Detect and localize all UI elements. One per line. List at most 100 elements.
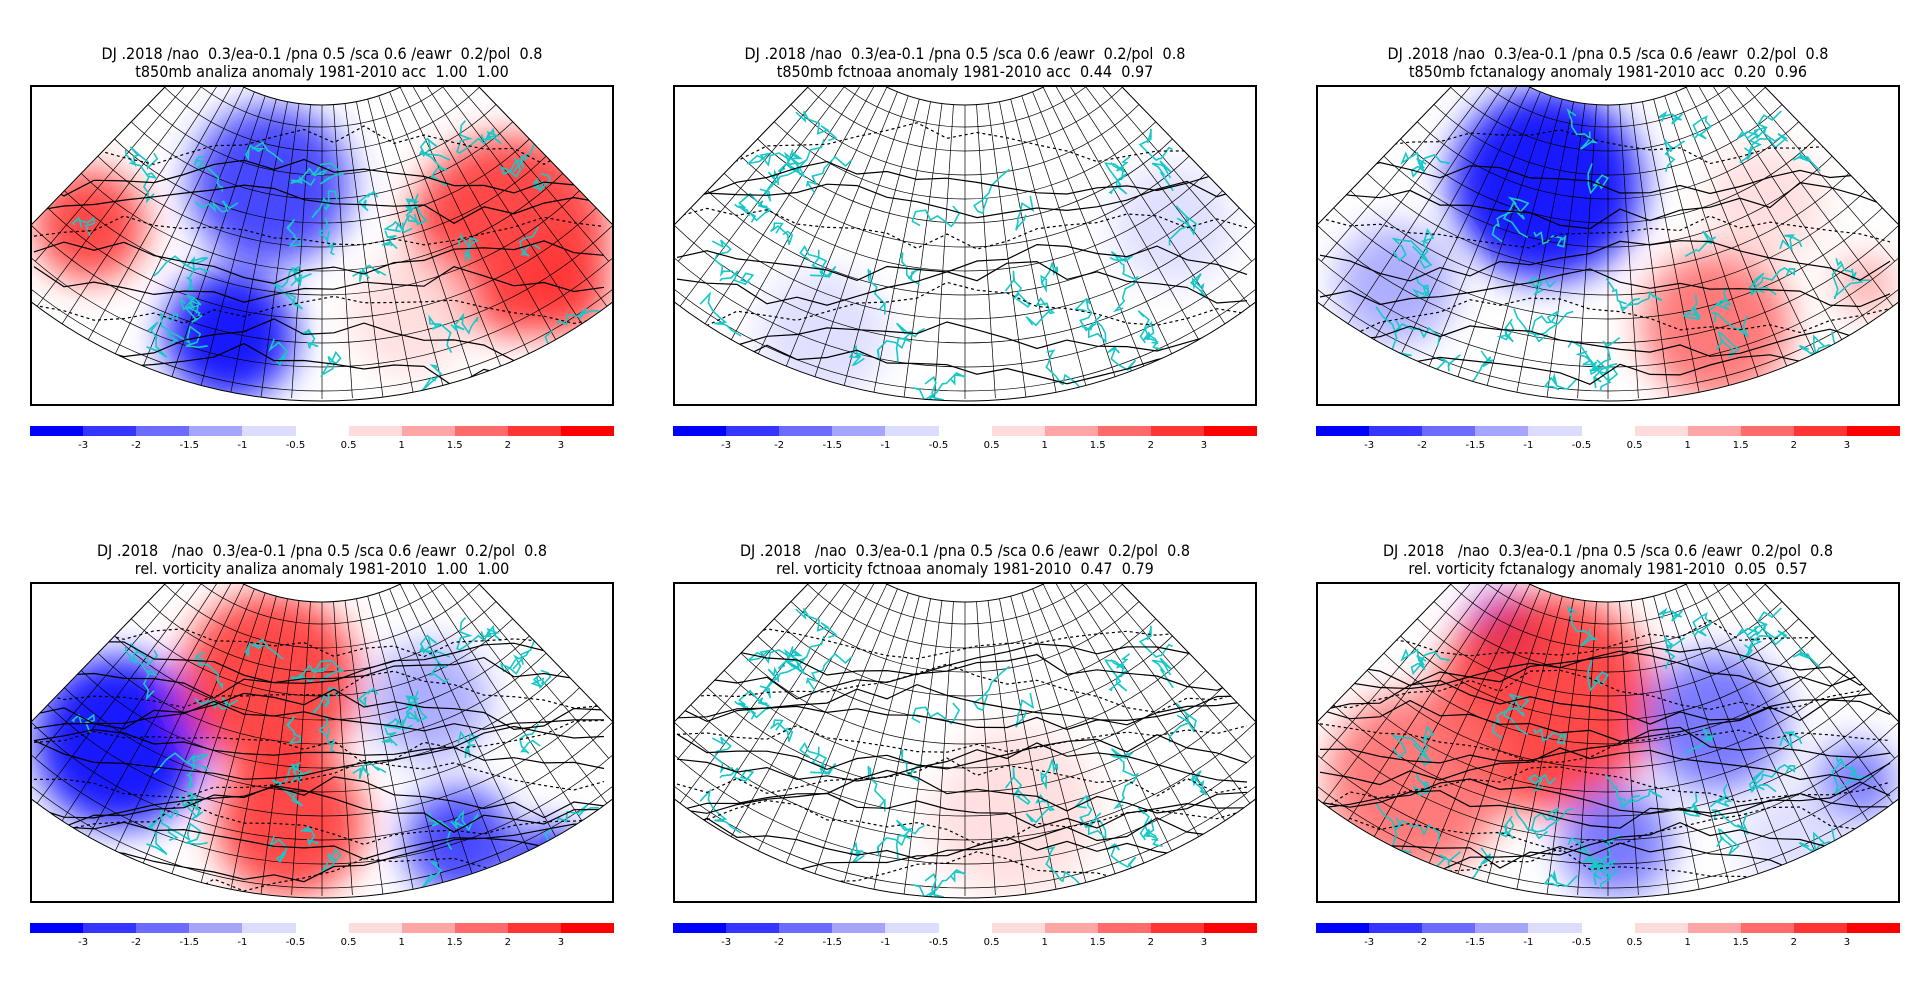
parallel-line: [824, 87, 1106, 128]
coastline: [1528, 276, 1557, 296]
coastline: [160, 312, 179, 345]
colorbar-tick-label: -3: [1364, 937, 1375, 948]
colorbar-swatch: [242, 426, 296, 436]
colorbar-tick-label: -3: [721, 440, 732, 451]
meridian-line: [785, 588, 898, 864]
coastline: [1416, 153, 1451, 173]
meridian-line: [344, 600, 384, 895]
contour-line: [1319, 699, 1891, 742]
coastline: [290, 167, 325, 186]
panel-title-line2: t850mb analiza anomaly 1981-2010 acc 1.0…: [135, 62, 509, 81]
meridian-line: [367, 596, 444, 883]
coastline: [1835, 755, 1862, 779]
meridian-line: [1619, 601, 1639, 896]
contour-line: [676, 122, 1248, 163]
colorbar-swatch: [1422, 923, 1476, 933]
colorbar-swatch: [832, 923, 886, 933]
contour-line: [33, 184, 605, 224]
anomaly-map: [673, 85, 1257, 406]
colorbar-tick-label: -0.5: [285, 440, 306, 451]
meridian-line: [903, 103, 943, 398]
coastline: [311, 687, 338, 716]
map-outline: [1318, 584, 1898, 899]
parallel-line: [1467, 584, 1749, 625]
contour-line: [33, 158, 605, 197]
meridian-line: [976, 104, 996, 399]
colorbar-tick-label: -0.5: [928, 937, 949, 948]
colorbar-swatch: [779, 923, 833, 933]
colorbar-tick-label: -2: [131, 440, 142, 451]
contour-line: [33, 295, 605, 325]
anomaly-shade: [190, 105, 350, 265]
map-panel: DJ .2018 /nao 0.3/ea-0.1 /pna 0.5 /sca 0…: [22, 45, 622, 460]
meridian-line: [1630, 103, 1670, 398]
meridian-line: [1577, 104, 1597, 399]
meridian-line: [1428, 91, 1541, 367]
colorbar-swatch: [242, 923, 296, 933]
meridian-line: [36, 584, 215, 804]
parallel-line: [64, 687, 580, 793]
panel-title-line1: DJ .2018 /nao 0.3/ea-0.1 /pna 0.5 /sca 0…: [744, 44, 1186, 63]
coastline: [1605, 278, 1629, 312]
coastline: [788, 138, 825, 165]
colorbar-tick-label: 1: [398, 937, 405, 948]
coastline: [1151, 160, 1174, 192]
coastline: [480, 127, 502, 145]
coastline: [770, 222, 794, 245]
colorbar-swatch: [1475, 923, 1529, 933]
contour-line: [33, 215, 605, 246]
coastline: [899, 252, 922, 286]
parallel-line: [164, 584, 480, 649]
colorbar-swatch: [991, 426, 1046, 436]
meridian-line: [843, 596, 920, 883]
coastline: [1139, 321, 1159, 344]
coastline: [1543, 372, 1578, 391]
colorbar-swatch: [1687, 426, 1742, 436]
colorbar-swatch: [673, 923, 727, 933]
coastline: [1716, 330, 1740, 358]
contour-line: [1319, 766, 1891, 812]
coastline: [1045, 846, 1080, 885]
coastline: [1168, 205, 1197, 246]
coastline: [1015, 692, 1034, 728]
meridian-line: [1062, 584, 1226, 821]
colorbar-swatch: [1097, 426, 1152, 436]
coastline: [805, 155, 853, 194]
meridian-line: [410, 87, 557, 340]
coastline: [1137, 310, 1163, 350]
colorbar-swatch: [189, 923, 243, 933]
coastline: [1159, 598, 1183, 628]
coastline: [1531, 807, 1560, 840]
coastline: [124, 643, 159, 667]
meridian-line: [171, 592, 266, 874]
coastline: [1664, 139, 1686, 173]
coastline: [1543, 869, 1578, 888]
contour-line: [33, 759, 605, 799]
coastline: [1189, 770, 1208, 796]
coastline: [795, 608, 838, 639]
coastline: [419, 137, 450, 187]
colorbar-tick-label: -1.5: [1465, 440, 1486, 451]
contour-line: [1319, 322, 1891, 357]
coastline: [311, 190, 338, 219]
colorbar-swatch: [1422, 426, 1476, 436]
meridian-line: [678, 584, 849, 759]
coastline: [300, 328, 319, 349]
meridian-line: [260, 103, 300, 398]
coastline: [419, 364, 443, 394]
coastline: [300, 825, 319, 846]
contour-line: [676, 642, 1248, 676]
coastline: [1691, 612, 1713, 637]
parallel-line: [675, 721, 1255, 841]
colorbar-tick-label: -0.5: [1571, 440, 1592, 451]
colorbar-tick-label: 1: [1684, 937, 1691, 948]
coastline: [1682, 791, 1702, 817]
colorbar-tick-label: 0.5: [1626, 937, 1643, 948]
coastline: [286, 218, 302, 247]
contour-line: [33, 240, 605, 285]
meridian-line: [1486, 99, 1563, 386]
coastline: [419, 634, 450, 684]
coastline: [1412, 275, 1430, 300]
meridian-line: [1400, 87, 1531, 354]
